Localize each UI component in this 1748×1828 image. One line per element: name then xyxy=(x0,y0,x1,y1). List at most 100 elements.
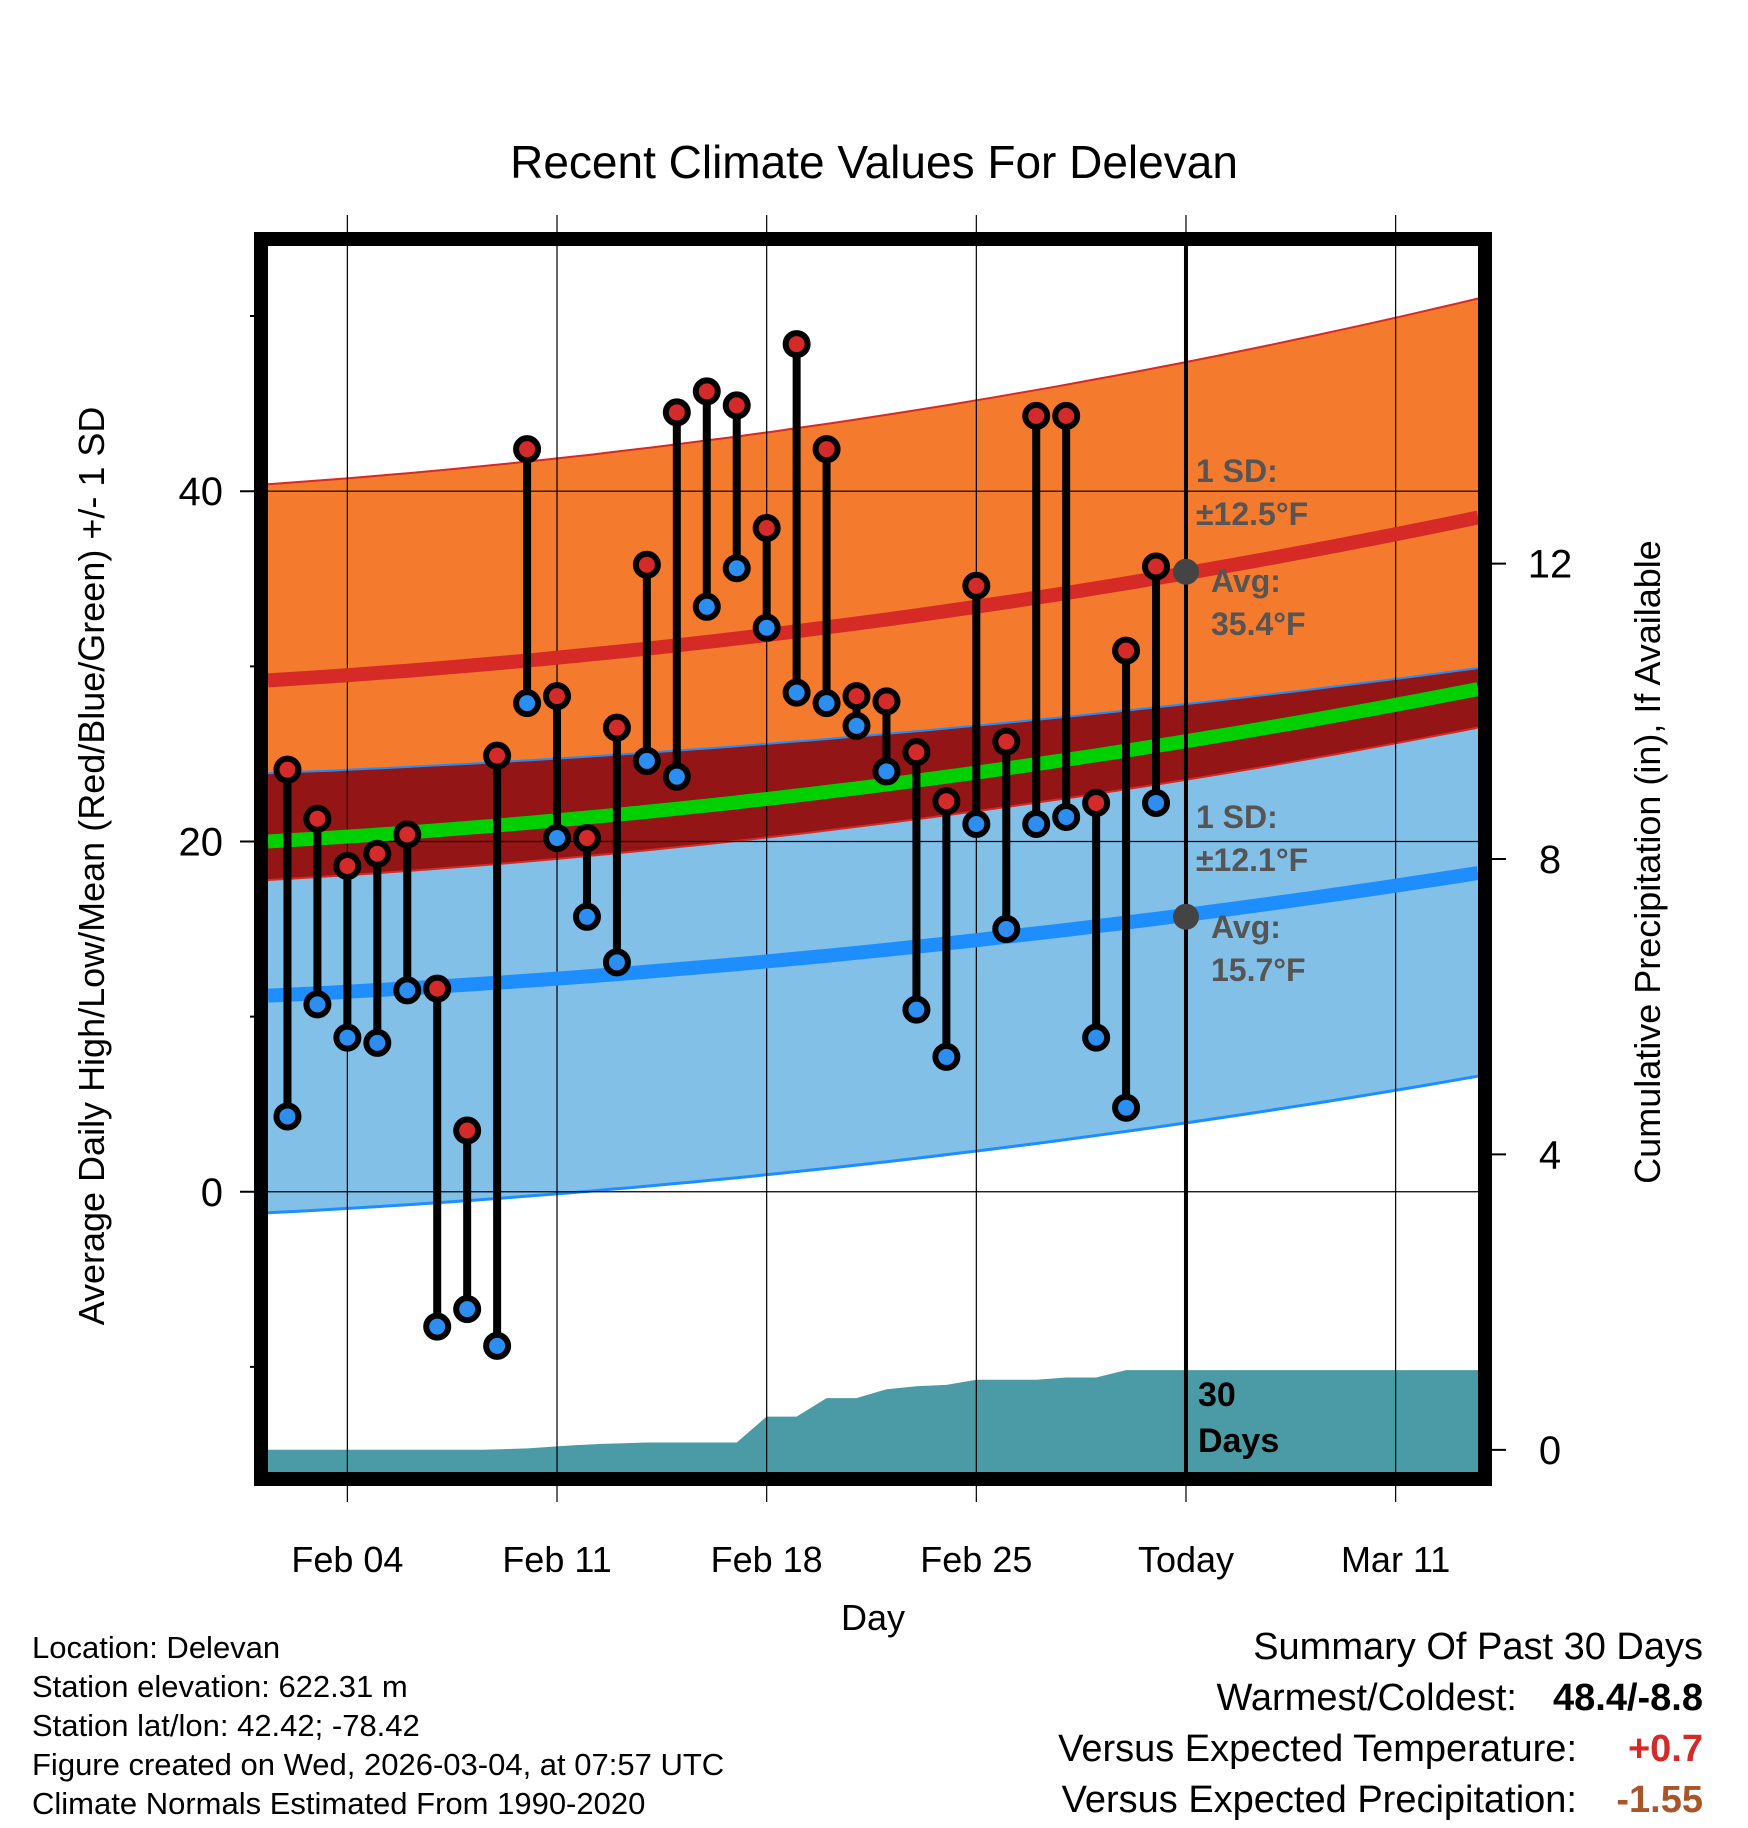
low-temp-point xyxy=(782,678,811,707)
low-temp-point xyxy=(992,915,1021,944)
high-temp-point xyxy=(273,755,302,784)
high-temp-point xyxy=(423,974,452,1003)
y2-tick-label: 4 xyxy=(1539,1133,1561,1177)
x-tick-label: Feb 04 xyxy=(291,1539,403,1580)
high-avg-label: Avg: xyxy=(1211,563,1281,599)
low-avg-today-dot xyxy=(1172,903,1199,930)
x-tick-label: Feb 25 xyxy=(920,1539,1032,1580)
low-temp-point xyxy=(1022,809,1051,838)
y2-tick-label: 0 xyxy=(1539,1429,1561,1473)
low-temp-point xyxy=(273,1102,302,1131)
high-temp-point xyxy=(1082,788,1111,817)
high-temp-point xyxy=(752,513,781,542)
y-tick-label: 0 xyxy=(201,1171,223,1215)
high-temp-point xyxy=(572,823,601,852)
high-temp-point xyxy=(782,330,811,359)
low-temp-point xyxy=(722,554,751,583)
low-temp-point xyxy=(692,592,721,621)
low-temp-point xyxy=(513,689,542,718)
high-sd-upper-line xyxy=(267,297,1479,486)
low-temp-point xyxy=(602,948,631,977)
low-sd-label: 1 SD: xyxy=(1196,799,1278,835)
high-sd-lower-line xyxy=(267,667,1479,775)
low-avg-value: 15.7°F xyxy=(1211,952,1306,988)
high-sd-value: ±12.5°F xyxy=(1196,496,1308,532)
x-tick-label: Mar 11 xyxy=(1341,1539,1450,1580)
high-temp-point xyxy=(842,682,871,711)
low-temp-point xyxy=(483,1331,512,1360)
summary-warmest-row: Warmest/Coldest: 48.4/-8.8 xyxy=(803,1673,1703,1724)
normals-text: Climate Normals Estimated From 1990-2020 xyxy=(32,1786,646,1821)
low-temp-point xyxy=(932,1042,961,1071)
low-sd-band xyxy=(268,727,1478,1213)
latlon-text: Station lat/lon: 42.42; -78.42 xyxy=(32,1708,420,1743)
y-tick-label: 40 xyxy=(179,470,224,514)
mean-average-line xyxy=(267,682,1480,849)
expected-precipitation-label: Versus Expected Precipitation: xyxy=(1061,1779,1577,1821)
x-axis-title: Day xyxy=(841,1597,905,1638)
low-temp-point xyxy=(303,990,332,1019)
y2-tick-label: 8 xyxy=(1539,838,1561,882)
high-temp-point xyxy=(453,1116,482,1145)
high-temp-point xyxy=(513,435,542,464)
location-text: Location: Delevan xyxy=(32,1630,281,1665)
low-temp-point xyxy=(1142,788,1171,817)
expected-temperature-label: Versus Expected Temperature: xyxy=(1058,1728,1577,1770)
low-temp-point xyxy=(752,613,781,642)
low-temp-point xyxy=(902,995,931,1024)
period-number-label: 30 xyxy=(1198,1376,1236,1414)
summary-temperature-row: Versus Expected Temperature: +0.7 xyxy=(803,1724,1703,1775)
station-info: Location: Delevan Station elevation: 622… xyxy=(32,1628,724,1823)
low-temp-point xyxy=(632,746,661,775)
chart-title: Recent Climate Values For Delevan xyxy=(510,136,1238,188)
high-temp-point xyxy=(962,571,991,600)
high-temp-point xyxy=(932,787,961,816)
precipitation-area xyxy=(268,1370,1478,1472)
low-sd-value: ±12.1°F xyxy=(1196,842,1308,878)
high-temp-point xyxy=(1022,401,1051,430)
high-temp-point xyxy=(872,687,901,716)
high-sd-label: 1 SD: xyxy=(1196,453,1278,489)
period-unit-label: Days xyxy=(1198,1422,1279,1460)
expected-temperature-value: +0.7 xyxy=(1627,1728,1703,1770)
high-temp-point xyxy=(303,804,332,833)
high-temp-point xyxy=(902,738,931,767)
summary-heading-row: Summary Of Past 30 Days xyxy=(803,1622,1703,1673)
low-temp-point xyxy=(453,1295,482,1324)
high-avg-value: 35.4°F xyxy=(1211,606,1306,642)
warmest-coldest-value: 48.4/-8.8 xyxy=(1553,1677,1703,1719)
warmest-coldest-label: Warmest/Coldest: xyxy=(1216,1677,1517,1719)
high-temp-point xyxy=(393,820,422,849)
summary-panel: Summary Of Past 30 Days Warmest/Coldest:… xyxy=(803,1622,1703,1826)
y2-tick-label: 12 xyxy=(1528,543,1573,587)
low-temp-point xyxy=(1112,1093,1141,1122)
high-temp-point xyxy=(1142,552,1171,581)
high-temp-point xyxy=(483,741,512,770)
low-temp-point xyxy=(1052,802,1081,831)
high-temp-point xyxy=(333,852,362,881)
high-temp-point xyxy=(662,398,691,427)
x-tick-label: Feb 18 xyxy=(711,1539,823,1580)
high-temp-point xyxy=(992,727,1021,756)
high-temp-point xyxy=(812,435,841,464)
elevation-text: Station elevation: 622.31 m xyxy=(32,1669,408,1704)
high-temp-point xyxy=(722,391,751,420)
low-temp-point xyxy=(872,757,901,786)
high-temp-point xyxy=(602,713,631,742)
summary-heading: Summary Of Past 30 Days xyxy=(1253,1626,1703,1668)
low-temp-point xyxy=(1082,1023,1111,1052)
low-avg-label: Avg: xyxy=(1211,909,1281,945)
low-temp-point xyxy=(333,1023,362,1052)
summary-precipitation-row: Versus Expected Precipitation: -1.55 xyxy=(803,1775,1703,1826)
y-axis-title: Average Daily High/Low/Mean (Red/Blue/Gr… xyxy=(71,407,112,1326)
low-temp-point xyxy=(962,809,991,838)
expected-precipitation-value: -1.55 xyxy=(1616,1779,1703,1821)
high-temp-point xyxy=(632,550,661,579)
low-temp-point xyxy=(393,976,422,1005)
low-temp-point xyxy=(363,1028,392,1057)
high-temp-point xyxy=(363,839,392,868)
created-text: Figure created on Wed, 2026-03-04, at 07… xyxy=(32,1747,725,1782)
low-sd-upper-line xyxy=(267,726,1479,881)
y-tick-label: 20 xyxy=(179,820,224,864)
